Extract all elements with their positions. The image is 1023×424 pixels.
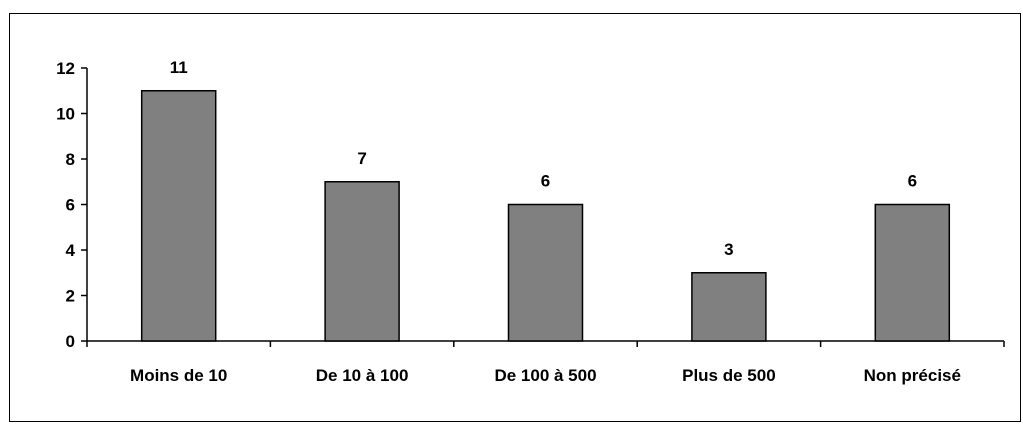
category-label: Non précisé <box>864 366 961 385</box>
y-tick-label: 4 <box>66 241 76 260</box>
data-label: 11 <box>170 58 188 77</box>
category-label: Moins de 10 <box>130 366 227 385</box>
bar <box>507 203 584 342</box>
category-label: Plus de 500 <box>682 366 776 385</box>
data-label: 7 <box>357 149 366 168</box>
data-label: 6 <box>541 172 550 191</box>
y-tick-label: 8 <box>66 150 75 169</box>
bar <box>140 90 217 342</box>
data-label: 6 <box>908 172 917 191</box>
category-label: De 10 à 100 <box>316 366 409 385</box>
category-label: De 100 à 500 <box>494 366 596 385</box>
y-tick-label: 6 <box>66 196 75 215</box>
y-tick-label: 2 <box>66 287 75 306</box>
bar <box>874 203 951 342</box>
y-tick-label: 10 <box>56 105 75 124</box>
bar <box>691 272 767 342</box>
bar <box>324 181 400 342</box>
data-label: 3 <box>724 240 733 259</box>
chart-labels: 11 Moins de 10 7 De 10 à 100 6 De 100 à 500 3 P… <box>130 58 961 385</box>
chart-bars <box>140 90 951 342</box>
y-tick-label: 0 <box>66 332 75 351</box>
y-tick-label: 12 <box>56 59 75 78</box>
chart-axes: 0 2 4 6 8 10 12 <box>56 59 1005 351</box>
